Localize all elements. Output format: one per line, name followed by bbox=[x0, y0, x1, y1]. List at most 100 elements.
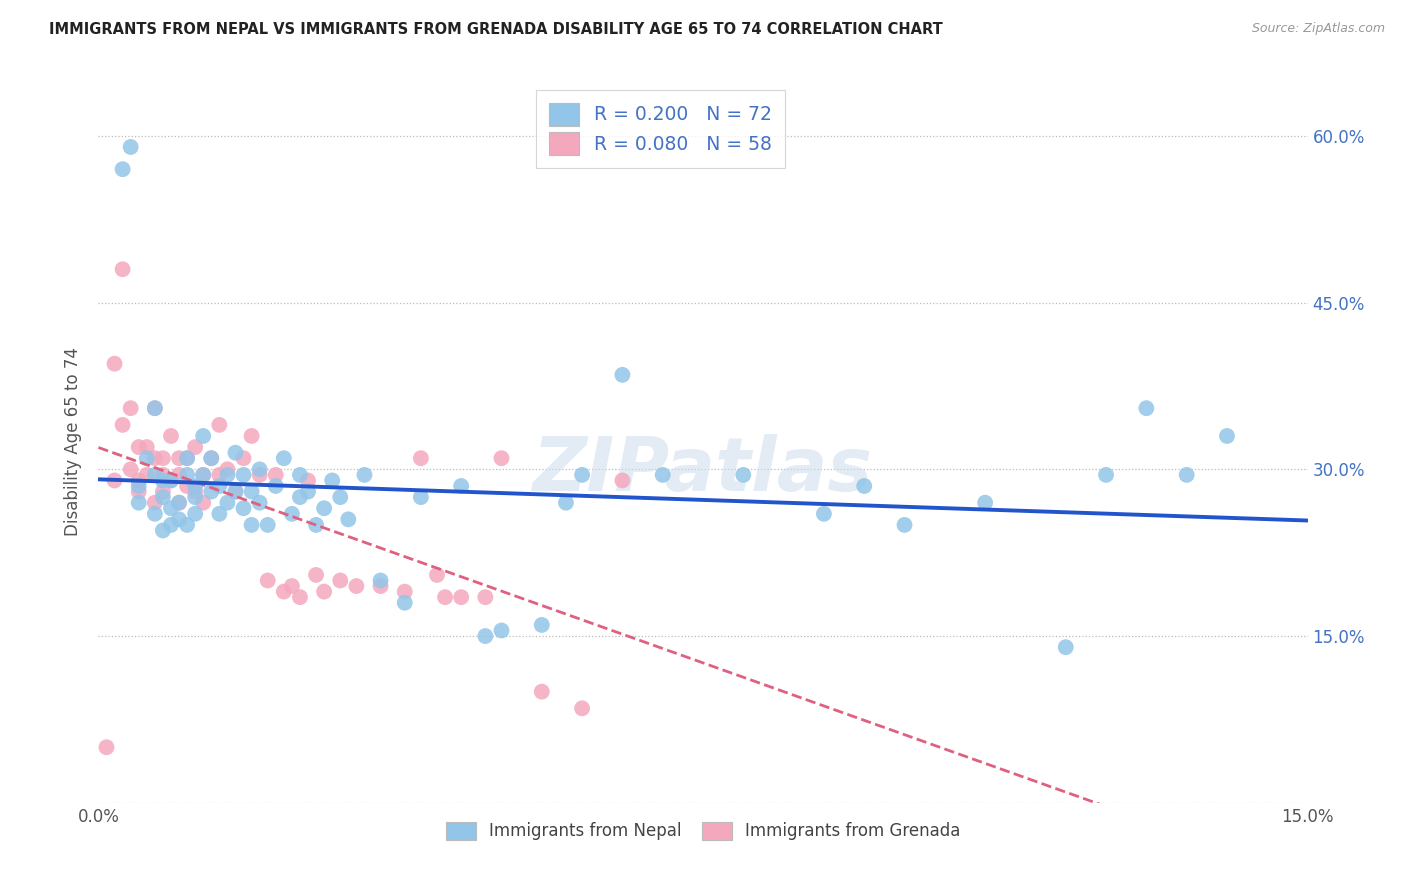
Point bbox=[394, 596, 416, 610]
Point bbox=[409, 490, 432, 504]
Point bbox=[256, 517, 278, 532]
Point bbox=[249, 462, 271, 476]
Point bbox=[530, 618, 553, 632]
Point bbox=[103, 474, 125, 488]
Point bbox=[612, 368, 634, 382]
Point bbox=[450, 590, 472, 604]
Point bbox=[200, 451, 222, 466]
Point bbox=[176, 467, 198, 482]
Point bbox=[434, 590, 457, 604]
Point bbox=[264, 479, 287, 493]
Point bbox=[167, 496, 190, 510]
Point bbox=[232, 451, 254, 466]
Point bbox=[143, 467, 166, 482]
Point bbox=[612, 474, 634, 488]
Point bbox=[224, 484, 246, 499]
Point bbox=[160, 517, 183, 532]
Point bbox=[128, 440, 150, 454]
Text: ZIPatlas: ZIPatlas bbox=[533, 434, 873, 507]
Point bbox=[193, 467, 215, 482]
Point bbox=[273, 451, 295, 466]
Point bbox=[733, 467, 755, 482]
Point bbox=[184, 440, 207, 454]
Point bbox=[208, 417, 231, 432]
Point bbox=[143, 401, 166, 416]
Point bbox=[256, 574, 278, 588]
Text: Source: ZipAtlas.com: Source: ZipAtlas.com bbox=[1251, 22, 1385, 36]
Point bbox=[135, 467, 157, 482]
Point bbox=[120, 401, 142, 416]
Y-axis label: Disability Age 65 to 74: Disability Age 65 to 74 bbox=[65, 347, 83, 536]
Point bbox=[193, 467, 215, 482]
Point bbox=[208, 479, 231, 493]
Point bbox=[193, 429, 215, 443]
Point bbox=[111, 162, 134, 177]
Point bbox=[337, 512, 360, 526]
Point bbox=[273, 584, 295, 599]
Point bbox=[111, 417, 134, 432]
Point bbox=[474, 590, 496, 604]
Point bbox=[128, 496, 150, 510]
Point bbox=[224, 445, 246, 459]
Point bbox=[152, 467, 174, 482]
Point bbox=[1135, 401, 1157, 416]
Point bbox=[184, 484, 207, 499]
Point bbox=[184, 507, 207, 521]
Point bbox=[184, 479, 207, 493]
Point bbox=[281, 579, 304, 593]
Point bbox=[491, 624, 513, 638]
Point bbox=[167, 467, 190, 482]
Point bbox=[1216, 429, 1239, 443]
Point bbox=[1175, 467, 1198, 482]
Point bbox=[152, 524, 174, 538]
Point bbox=[893, 517, 915, 532]
Point bbox=[491, 451, 513, 466]
Point bbox=[167, 512, 190, 526]
Point bbox=[813, 507, 835, 521]
Point bbox=[370, 574, 392, 588]
Point bbox=[651, 467, 673, 482]
Point bbox=[240, 517, 263, 532]
Point bbox=[152, 484, 174, 499]
Point bbox=[450, 479, 472, 493]
Point bbox=[152, 451, 174, 466]
Point bbox=[305, 568, 328, 582]
Point bbox=[321, 474, 343, 488]
Point bbox=[249, 496, 271, 510]
Point bbox=[370, 579, 392, 593]
Point bbox=[120, 140, 142, 154]
Point bbox=[111, 262, 134, 277]
Point bbox=[208, 507, 231, 521]
Point bbox=[143, 451, 166, 466]
Point bbox=[288, 490, 311, 504]
Point bbox=[329, 490, 352, 504]
Point bbox=[329, 574, 352, 588]
Point bbox=[135, 440, 157, 454]
Legend: Immigrants from Nepal, Immigrants from Grenada: Immigrants from Nepal, Immigrants from G… bbox=[437, 814, 969, 848]
Point bbox=[232, 501, 254, 516]
Point bbox=[217, 462, 239, 476]
Point bbox=[208, 467, 231, 482]
Point bbox=[217, 496, 239, 510]
Point bbox=[305, 517, 328, 532]
Point bbox=[103, 357, 125, 371]
Point bbox=[200, 484, 222, 499]
Point bbox=[128, 474, 150, 488]
Point bbox=[167, 496, 190, 510]
Point bbox=[224, 484, 246, 499]
Point bbox=[297, 484, 319, 499]
Point bbox=[120, 462, 142, 476]
Point bbox=[344, 579, 367, 593]
Point bbox=[249, 467, 271, 482]
Point bbox=[1054, 640, 1077, 655]
Point bbox=[571, 701, 593, 715]
Point bbox=[152, 490, 174, 504]
Point bbox=[143, 401, 166, 416]
Point bbox=[160, 474, 183, 488]
Point bbox=[160, 429, 183, 443]
Point bbox=[555, 496, 578, 510]
Text: IMMIGRANTS FROM NEPAL VS IMMIGRANTS FROM GRENADA DISABILITY AGE 65 TO 74 CORRELA: IMMIGRANTS FROM NEPAL VS IMMIGRANTS FROM… bbox=[49, 22, 943, 37]
Point bbox=[240, 484, 263, 499]
Point bbox=[426, 568, 449, 582]
Point bbox=[232, 467, 254, 482]
